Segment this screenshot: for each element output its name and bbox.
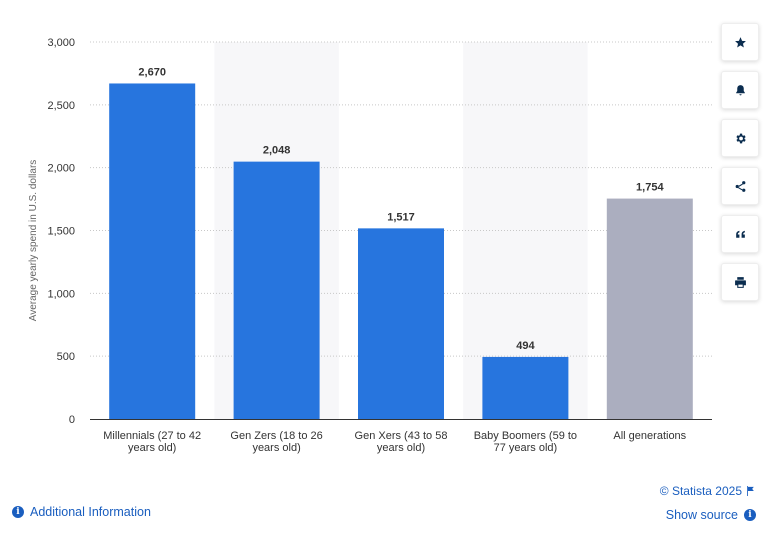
y-tick-label: 2,000 [47, 163, 75, 175]
y-tick-label: 2,500 [47, 100, 75, 112]
data-label: 1,517 [387, 211, 415, 223]
data-label: 494 [516, 340, 535, 352]
y-tick-label: 1,000 [47, 288, 75, 300]
category-labels: Millennials (27 to 42 years old) Gen Zers … [103, 430, 686, 454]
notification-button[interactable] [721, 71, 759, 109]
category-label: Baby Boomers (59 to 77 years old) [474, 430, 577, 454]
data-label: 2,670 [138, 66, 166, 78]
additional-information-label: Additional Information [30, 505, 151, 519]
bar[interactable] [233, 161, 320, 419]
favorite-button[interactable] [721, 23, 759, 61]
bars [109, 83, 693, 419]
y-axis-title: Average yearly spend in U.S. dollars [28, 160, 39, 322]
category-label: Millennials (27 to 42 years old) [103, 430, 201, 454]
bar[interactable] [109, 83, 196, 419]
cite-button[interactable] [721, 215, 759, 253]
credit-label: © Statista 2025 [659, 484, 742, 498]
y-tick-label: 0 [69, 414, 75, 426]
bar[interactable] [606, 198, 693, 419]
category-label: Gen Xers (43 to 58 years old) [355, 430, 448, 454]
star-icon [734, 36, 746, 47]
print-icon [734, 276, 746, 288]
bar[interactable] [482, 356, 569, 419]
data-labels: 2,670 2,048 1,517 494 1,754 [138, 66, 664, 351]
info-icon: i [744, 509, 756, 521]
additional-information-link[interactable]: i Additional Information [12, 505, 151, 519]
show-source-label: Show source [665, 508, 738, 522]
data-label: 1,754 [636, 182, 664, 194]
bar[interactable] [358, 228, 444, 419]
y-tick-label: 500 [57, 351, 75, 363]
settings-button[interactable] [721, 119, 759, 157]
y-tick-label: 1,500 [47, 226, 75, 238]
info-icon: i [12, 506, 24, 518]
gear-icon [735, 133, 746, 143]
statista-credit[interactable]: © Statista 2025 [660, 484, 755, 498]
y-tick-label: 3,000 [47, 37, 75, 49]
category-label: All generations [613, 430, 686, 442]
data-label: 2,048 [263, 145, 291, 157]
y-tick-labels: 0 500 1,000 1,500 2,000 2,500 3,000 [47, 37, 75, 426]
flag-icon [747, 486, 754, 496]
show-source-link[interactable]: Show source i [666, 508, 756, 522]
quote-icon [735, 230, 745, 238]
share-button[interactable] [721, 167, 759, 205]
share-icon [735, 180, 745, 192]
print-button[interactable] [721, 263, 759, 301]
category-label: Gen Zers (18 to 26 years old) [230, 430, 322, 454]
bell-icon [735, 84, 745, 95]
chart-toolbar [721, 23, 759, 311]
